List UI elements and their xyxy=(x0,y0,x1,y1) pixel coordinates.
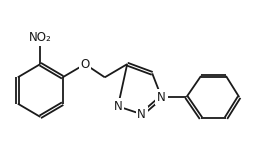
Text: N: N xyxy=(114,100,122,113)
Text: N: N xyxy=(157,91,166,104)
Text: NO₂: NO₂ xyxy=(29,31,52,44)
Text: N: N xyxy=(137,108,146,121)
Text: O: O xyxy=(80,58,90,71)
Text: O: O xyxy=(80,58,90,71)
Text: N: N xyxy=(157,91,166,104)
Text: N: N xyxy=(114,100,122,113)
Text: N: N xyxy=(137,108,146,121)
Text: NO₂: NO₂ xyxy=(29,31,52,44)
